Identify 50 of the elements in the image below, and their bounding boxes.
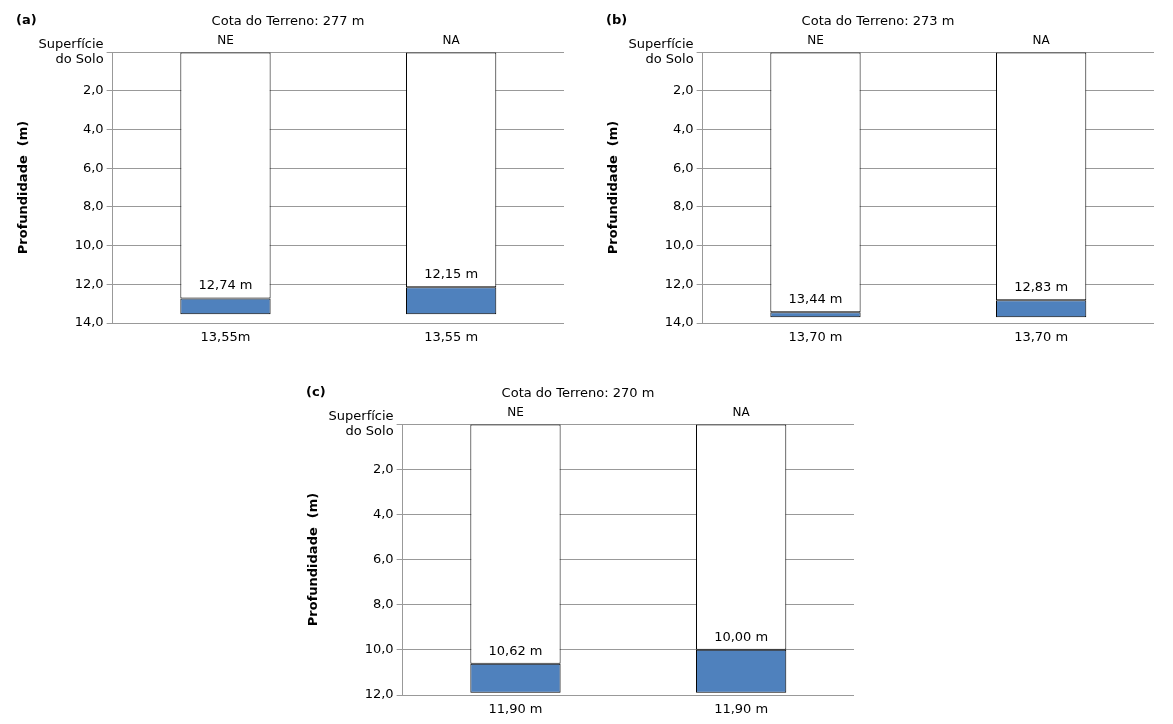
y-tick-label: 2,0 [672, 82, 694, 98]
y-axis-title: Profundidade (m) [305, 492, 321, 627]
data-label: 10,00 m [714, 628, 769, 644]
y-tick-label: 2,0 [82, 82, 104, 98]
y-tick-label: 12,0 [364, 686, 394, 702]
total-label: 13,70 m [1014, 328, 1069, 344]
total-label: 11,90 m [488, 700, 543, 716]
y-tick-label: 2,0 [372, 460, 394, 476]
data-label: 12,15 m [424, 266, 479, 282]
y-tick-label: 4,0 [372, 505, 394, 521]
y-tick-label: 10,0 [364, 641, 394, 657]
chart-title: Cota do Terreno: 277 m [211, 13, 365, 29]
total-label: 13,70 m [788, 328, 843, 344]
x-tick-label: NA [732, 404, 751, 419]
x-tick-label: NE [507, 404, 524, 419]
chart-title: Cota do Terreno: 273 m [801, 13, 955, 29]
y-tick-label: 4,0 [672, 120, 694, 136]
y-axis-title: Profundidade (m) [15, 120, 31, 255]
y-tick-label: Superfície do Solo [328, 407, 394, 439]
y-tick-label: 10,0 [664, 236, 694, 252]
y-tick-label: 8,0 [372, 596, 394, 612]
y-tick-label: 8,0 [82, 198, 104, 214]
total-label: 13,55m [200, 328, 251, 344]
x-tick-label: NE [807, 32, 824, 47]
y-tick-label: Superfície do Solo [628, 35, 694, 67]
y-tick-label: 6,0 [82, 159, 104, 175]
y-tick-label: 8,0 [672, 198, 694, 214]
text: (c) [306, 383, 326, 399]
y-tick-label: 4,0 [82, 120, 104, 136]
y-tick-label: 12,0 [664, 275, 694, 291]
data-label: 12,74 m [198, 277, 253, 293]
text: (a) [16, 11, 37, 27]
y-tick-label: Superfície do Solo [38, 35, 104, 67]
total-label: 13,55 m [424, 328, 479, 344]
x-tick-label: NA [1032, 32, 1051, 47]
y-tick-label: 14,0 [74, 314, 104, 330]
y-tick-label: 10,0 [74, 236, 104, 252]
x-tick-label: NA [442, 32, 461, 47]
y-tick-label: 6,0 [672, 159, 694, 175]
chart-title: Cota do Terreno: 270 m [501, 385, 655, 401]
y-axis-title: Profundidade (m) [605, 120, 621, 255]
total-label: 11,90 m [714, 700, 769, 716]
data-label: 10,62 m [488, 642, 543, 658]
data-label: 12,83 m [1014, 279, 1069, 295]
data-label: 13,44 m [788, 291, 843, 307]
y-tick-label: 6,0 [372, 550, 394, 566]
x-tick-label: NE [217, 32, 234, 47]
text: (b) [606, 11, 628, 27]
y-tick-label: 14,0 [664, 314, 694, 330]
y-tick-label: 12,0 [74, 275, 104, 291]
